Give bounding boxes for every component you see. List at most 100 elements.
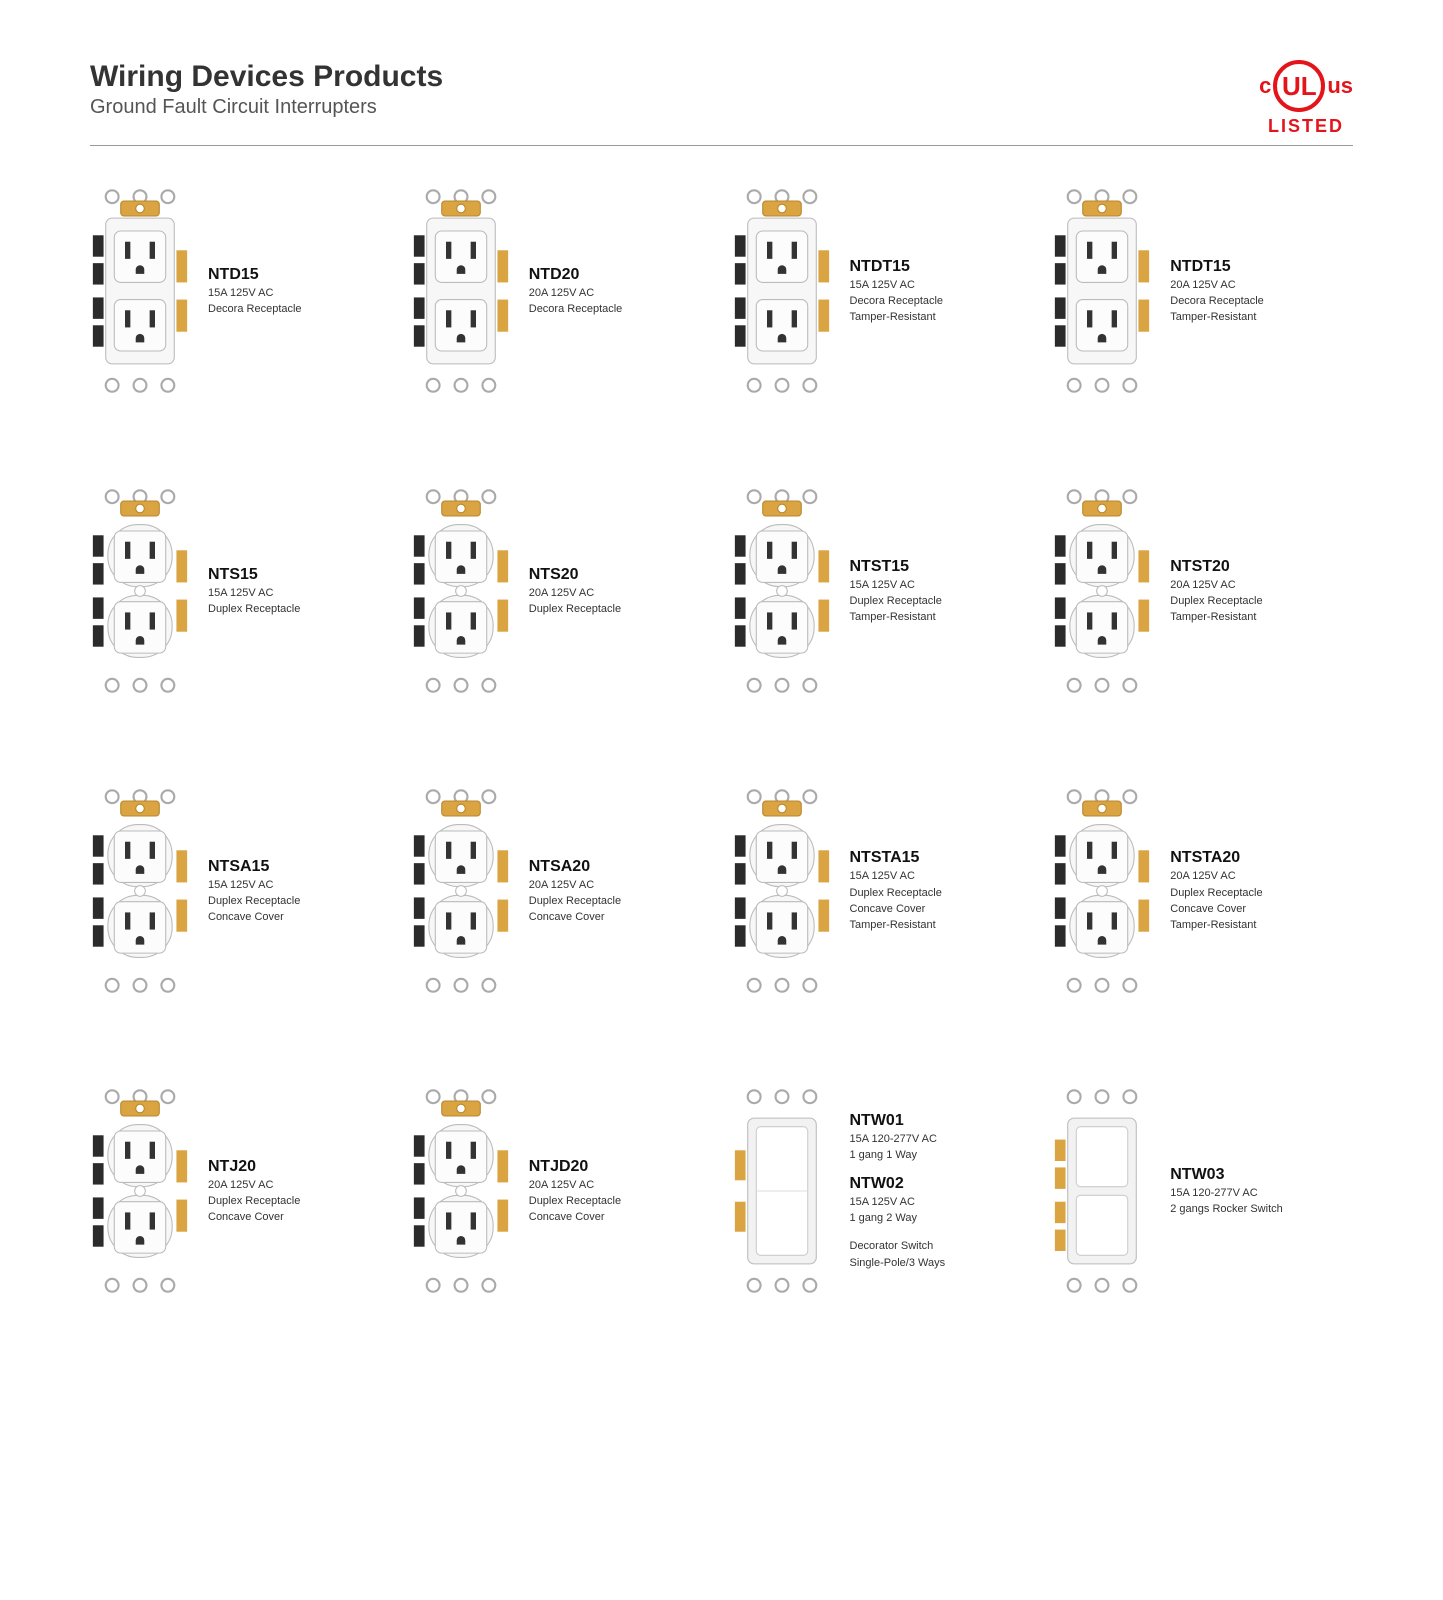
product-cell: NTSA20 20A 125V AC Duplex Receptacle Concav… <box>411 786 712 996</box>
product-spec-line: Decora Receptacle <box>1170 294 1264 308</box>
product-info: NTSTA1515A 125V ACDuplex ReceptacleConca… <box>850 849 942 932</box>
product-info: NTSA1515A 125V ACDuplex ReceptacleConcav… <box>208 858 300 925</box>
product-cell: NTJ2020A 125V ACDuplex ReceptacleConcave… <box>90 1086 391 1296</box>
ul-circle-icon: UL <box>1273 60 1325 112</box>
product-image-duplex <box>411 486 511 696</box>
product-grid: NTD1515A 125V ACDecora ReceptacleNTD2020… <box>90 186 1353 1296</box>
product-model: NTST15 <box>850 558 942 576</box>
product-spec-line: Decora Receptacle <box>850 294 944 308</box>
product-image-decora <box>732 186 832 396</box>
product-model: NTS15 <box>208 566 300 584</box>
product-model: NTDT15 <box>850 258 944 276</box>
product-cell: NTSTA1515A 125V ACDuplex ReceptacleConca… <box>732 786 1033 996</box>
product-model: NTD20 <box>529 266 623 284</box>
product-spec-line: Duplex Receptacle <box>1170 594 1262 608</box>
product-spec-line: 15A 125V AC <box>850 578 942 592</box>
product-cell: NTDT1520A 125V ACDecora ReceptacleTamper… <box>1052 186 1353 396</box>
product-model: NTW03 <box>1170 1166 1283 1184</box>
product-cell: NTSTA20 20A 125V AC Duplex Receptacle Conca… <box>1052 786 1353 996</box>
product-spec-line: Duplex Receptacle <box>1170 886 1262 900</box>
product-info: NTJD2020A 125V ACDuplex ReceptacleConcav… <box>529 1158 621 1225</box>
product-model: NTSTA15 <box>850 849 942 867</box>
ul-left-text: c <box>1259 73 1271 99</box>
product-model: NTW01 <box>850 1112 946 1130</box>
product-spec-line: Tamper-Resistant <box>1170 310 1264 324</box>
product-model: NTJD20 <box>529 1158 621 1176</box>
product-spec-line: Duplex Receptacle <box>208 1194 300 1208</box>
product-model: NTS20 <box>529 566 621 584</box>
product-image-duplex <box>90 486 190 696</box>
product-model: NTST20 <box>1170 558 1262 576</box>
product-spec-line: 15A 125V AC <box>850 278 944 292</box>
ul-right-text: us <box>1327 73 1353 99</box>
product-spec-line: 15A 125V AC <box>208 878 300 892</box>
product-spec-line: Concave Cover <box>208 910 300 924</box>
product-spec-line: Duplex Receptacle <box>529 894 621 908</box>
product-cell: NTDT15 15A 125V AC Decora Receptacle Tamper… <box>732 186 1033 396</box>
product-spec-line: 20A 125V AC <box>1170 578 1262 592</box>
page-subtitle: Ground Fault Circuit Interrupters <box>90 96 443 119</box>
product-spec-line: Duplex Receptacle <box>529 1194 621 1208</box>
product-image-switch1 <box>732 1086 832 1296</box>
product-info: NTW0115A 120-277V AC1 gang 1 WayNTW0215A… <box>850 1112 946 1270</box>
product-model: NTSTA20 <box>1170 849 1262 867</box>
product-image-duplex <box>90 786 190 996</box>
product-cell: NTD20 20A 125V AC Decora Receptacle <box>411 186 712 396</box>
product-image-decora <box>1052 186 1152 396</box>
ul-listed-text: LISTED <box>1259 116 1353 137</box>
product-info: NTJ2020A 125V ACDuplex ReceptacleConcave… <box>208 1158 300 1225</box>
product-info: NTS15 15A 125V AC Duplex Receptacle <box>208 566 300 617</box>
product-spec-line: 20A 125V AC <box>529 286 623 300</box>
product-spec-line: Tamper-Resistant <box>1170 918 1262 932</box>
product-cell: NTW0115A 120-277V AC1 gang 1 WayNTW0215A… <box>732 1086 1033 1296</box>
product-cell: NTJD2020A 125V ACDuplex ReceptacleConcav… <box>411 1086 712 1296</box>
product-model: NTSA15 <box>208 858 300 876</box>
product-info: NTST20 20A 125V AC Duplex Receptacle Tamper… <box>1170 558 1262 625</box>
product-info: NTDT1520A 125V ACDecora ReceptacleTamper… <box>1170 258 1264 325</box>
product-spec-line: 1 gang 2 Way <box>850 1211 946 1225</box>
product-spec-line: 15A 125V AC <box>850 869 942 883</box>
product-image-duplex <box>90 1086 190 1296</box>
product-cell: NTS15 15A 125V AC Duplex Receptacle <box>90 486 391 696</box>
product-spec-line: Concave Cover <box>529 910 621 924</box>
product-spec-line: Concave Cover <box>1170 902 1262 916</box>
product-image-duplex <box>1052 786 1152 996</box>
product-image-decora <box>411 186 511 396</box>
product-spec-line: Tamper-Resistant <box>1170 610 1262 624</box>
product-spec-line: Duplex Receptacle <box>850 594 942 608</box>
page-title: Wiring Devices Products <box>90 60 443 94</box>
product-image-duplex <box>1052 486 1152 696</box>
page-header: Wiring Devices Products Ground Fault Cir… <box>90 60 1353 146</box>
product-spec-line: 15A 125V AC <box>208 586 300 600</box>
product-cell: NTST20 20A 125V AC Duplex Receptacle Tamper… <box>1052 486 1353 696</box>
product-model-alt: NTW02 <box>850 1175 946 1193</box>
product-info: NTD1515A 125V ACDecora Receptacle <box>208 266 302 317</box>
product-spec-line: Tamper-Resistant <box>850 310 944 324</box>
product-spec-line: 20A 125V AC <box>529 586 621 600</box>
product-spec-line: 1 gang 1 Way <box>850 1148 946 1162</box>
product-model: NTD15 <box>208 266 302 284</box>
product-image-decora <box>90 186 190 396</box>
product-spec-line: 20A 125V AC <box>208 1178 300 1192</box>
product-model: NTJ20 <box>208 1158 300 1176</box>
product-spec-line: Tamper-Resistant <box>850 610 942 624</box>
product-info: NTDT15 15A 125V AC Decora Receptacle Tamper… <box>850 258 944 325</box>
product-spec-line: 20A 125V AC <box>1170 869 1262 883</box>
product-spec-line: Duplex Receptacle <box>529 602 621 616</box>
product-model: NTSA20 <box>529 858 621 876</box>
product-info: NTW0315A 120-277V AC2 gangs Rocker Switc… <box>1170 1166 1283 1217</box>
product-spec-line: 20A 125V AC <box>529 878 621 892</box>
product-spec-line: 20A 125V AC <box>1170 278 1264 292</box>
product-image-duplex <box>411 1086 511 1296</box>
product-spec-line: 15A 120-277V AC <box>850 1132 946 1146</box>
product-info: NTS20 20A 125V AC Duplex Receptacle <box>529 566 621 617</box>
product-cell: NTSA1515A 125V ACDuplex ReceptacleConcav… <box>90 786 391 996</box>
product-info: NTD20 20A 125V AC Decora Receptacle <box>529 266 623 317</box>
product-cell: NTST15 15A 125V AC Duplex Receptacle Tamper… <box>732 486 1033 696</box>
product-cell: NTD1515A 125V ACDecora Receptacle <box>90 186 391 396</box>
product-spec-line: Tamper-Resistant <box>850 918 942 932</box>
product-spec-line: Decora Receptacle <box>529 302 623 316</box>
header-text: Wiring Devices Products Ground Fault Cir… <box>90 60 443 119</box>
product-spec-line: Duplex Receptacle <box>208 602 300 616</box>
product-spec-line: 2 gangs Rocker Switch <box>1170 1202 1283 1216</box>
